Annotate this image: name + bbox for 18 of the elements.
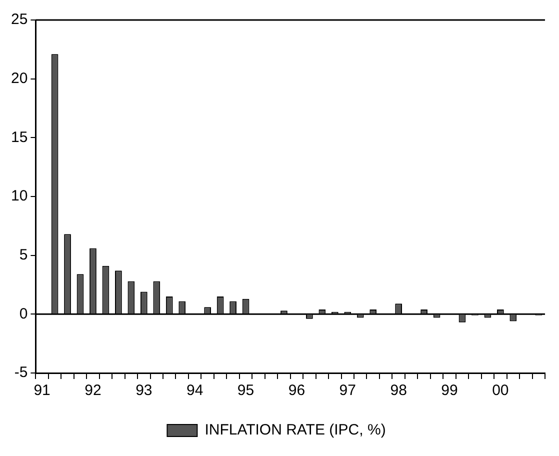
x-tick-label: 92	[84, 382, 102, 400]
x-tick-label: 99	[441, 382, 458, 400]
legend-label: INFLATION RATE (IPC, %)	[204, 422, 386, 439]
y-tick-label: -5	[14, 364, 28, 382]
x-tick-label: 00	[492, 382, 509, 400]
x-tick-label: 94	[186, 382, 204, 400]
x-tick-label: 91	[34, 382, 50, 400]
x-tick-label: 97	[339, 382, 356, 400]
y-tick-label: 15	[10, 128, 28, 146]
y-tick-label: 10	[10, 188, 28, 205]
x-tick-label: 96	[288, 382, 306, 400]
y-tick-label: 0	[19, 305, 28, 322]
x-tick-label: 95	[237, 382, 254, 400]
x-tick-label: 93	[136, 382, 152, 400]
x-tick-label: 98	[390, 382, 407, 400]
y-tick-label: 5	[19, 246, 28, 264]
y-tick-label: 20	[10, 70, 28, 87]
y-tick-label: 25	[10, 11, 28, 28]
